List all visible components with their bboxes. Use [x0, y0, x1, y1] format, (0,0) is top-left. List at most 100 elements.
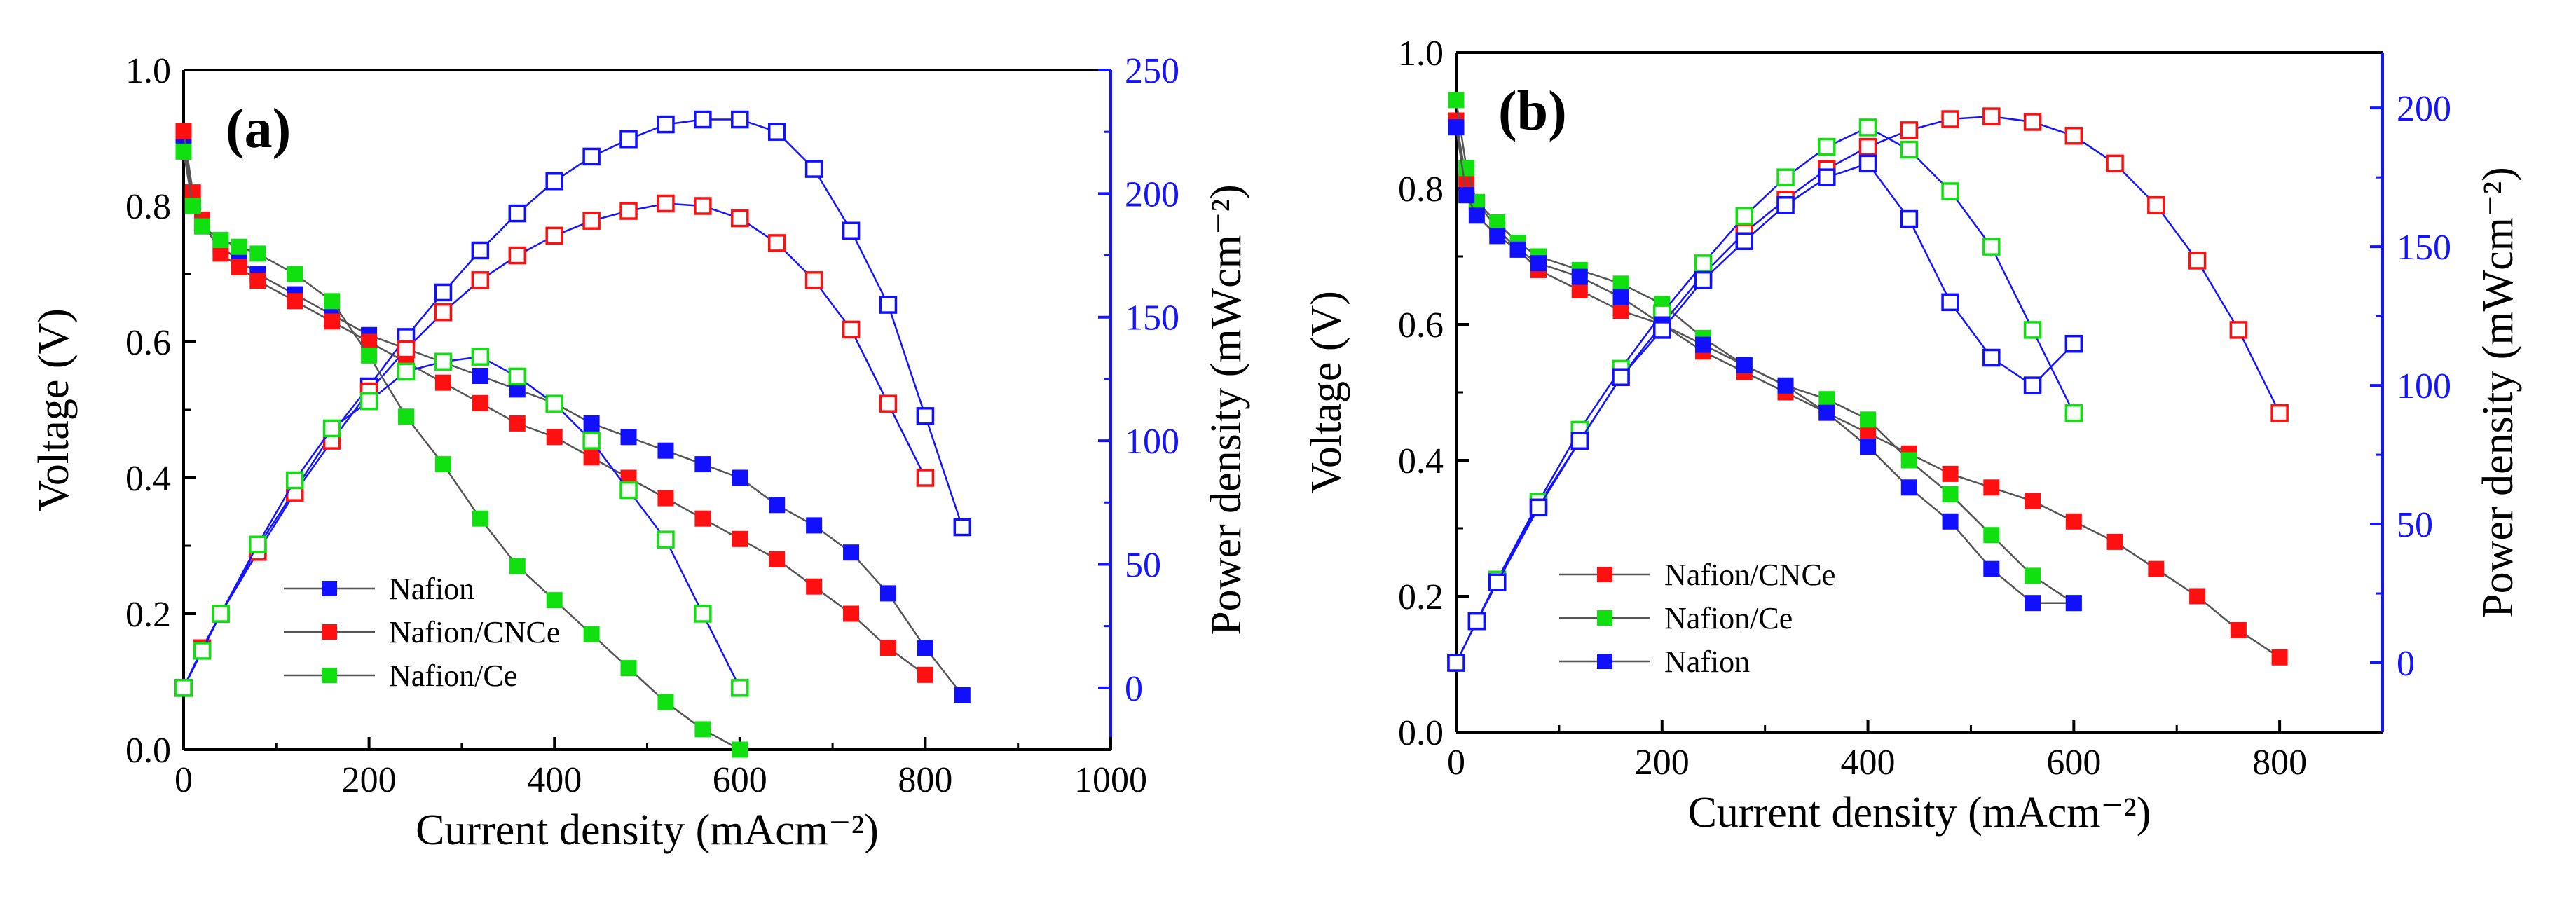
data-point-voltage [184, 184, 201, 201]
data-point-power [359, 392, 378, 411]
y-axis-label: Voltage (V) [1303, 291, 1350, 494]
data-point-power [1941, 182, 1959, 200]
data-point-power [619, 481, 638, 500]
series-line [1455, 99, 2074, 604]
data-point-voltage [917, 666, 933, 683]
legend-item: Nafion [284, 572, 474, 606]
data-point-power [953, 518, 972, 537]
series-nafion-voltage [1448, 119, 2082, 612]
data-point-power [657, 194, 675, 213]
data-point-power [1735, 232, 1754, 250]
data-point-voltage [694, 510, 711, 527]
data-point-voltage [657, 490, 674, 507]
x-axis-label: Current density (mAcm⁻²) [1688, 789, 2151, 837]
data-point-voltage [509, 558, 526, 574]
data-point-power [879, 296, 898, 314]
data-point-power [1776, 196, 1795, 214]
data-point-voltage [1983, 527, 2000, 544]
series-nafion-cnce-power [1447, 107, 2289, 672]
series-nafion-ce-power [174, 348, 749, 697]
data-point-voltage [2025, 567, 2041, 584]
data-point-voltage [1942, 486, 1959, 502]
data-point-voltage [546, 592, 563, 609]
data-point-power [193, 642, 212, 660]
data-point-power [322, 419, 341, 438]
data-point-voltage [1489, 214, 1506, 230]
data-point-voltage [879, 640, 896, 656]
data-point-voltage [1900, 479, 1917, 496]
data-point-voltage [2271, 649, 2288, 666]
data-point-voltage [954, 687, 971, 703]
data-point-voltage [2025, 595, 2041, 612]
data-point-voltage [231, 238, 247, 255]
data-point-power [508, 367, 527, 386]
data-point-voltage [732, 530, 748, 547]
legend-marker [322, 581, 337, 596]
x-tick-label: 400 [1841, 743, 1896, 783]
data-point-power [1900, 140, 1919, 159]
legend: Nafion/CNCe Nafion/Ce Nafion [1559, 558, 1835, 679]
data-point-voltage [2189, 588, 2206, 605]
data-point-power [1447, 654, 1465, 672]
data-point-power [731, 110, 749, 129]
data-point-voltage [249, 273, 266, 289]
data-point-power [1653, 321, 1671, 339]
data-point-power [2064, 334, 2083, 353]
data-point-power [434, 283, 453, 302]
data-point-power [619, 130, 638, 149]
series-nafion-cnce-voltage [1448, 112, 2288, 666]
y-tick-label: 0.8 [125, 187, 171, 227]
data-point-voltage [175, 123, 192, 139]
data-point-power [174, 679, 193, 697]
y2-tick-label: 100 [2397, 366, 2451, 406]
x-axis-label: Current density (mAcm⁻²) [416, 806, 879, 854]
data-point-voltage [1860, 439, 1877, 455]
data-point-voltage [1468, 207, 1485, 224]
data-point-voltage [1530, 255, 1547, 272]
data-point-voltage [769, 551, 786, 567]
data-point-voltage [472, 368, 488, 384]
data-point-voltage [2065, 513, 2082, 530]
data-point-voltage [2148, 560, 2165, 577]
data-point-voltage [324, 313, 341, 330]
data-point-power [1694, 254, 1713, 273]
legend-marker [322, 668, 337, 683]
y2-tick-label: 150 [2397, 228, 2451, 268]
data-point-power [508, 246, 527, 265]
data-point-power [397, 362, 416, 381]
data-point-power [1900, 121, 1919, 139]
data-point-power [694, 110, 712, 129]
data-point-voltage [620, 429, 637, 446]
data-point-voltage [1571, 268, 1588, 285]
data-point-voltage [1612, 289, 1629, 305]
data-point-voltage [1818, 391, 1835, 408]
data-point-voltage [769, 497, 786, 514]
y2-tick-label: 0 [1125, 669, 1143, 709]
y2-tick-label: 50 [2397, 505, 2433, 545]
x-tick-label: 0 [174, 760, 193, 800]
legend-item: Nafion/CNCe [1559, 558, 1835, 592]
data-point-power [471, 271, 490, 289]
x-tick-label: 800 [2252, 743, 2307, 783]
data-point-voltage [1448, 92, 1465, 109]
panel-label: (b) [1498, 81, 1567, 142]
data-point-voltage [1448, 119, 1465, 136]
x-tick-label: 200 [342, 760, 397, 800]
data-point-power [2023, 376, 2042, 394]
data-point-power [2064, 127, 2083, 145]
x-tick-label: 1000 [1074, 760, 1147, 800]
data-point-power [879, 394, 898, 413]
data-point-voltage [806, 517, 823, 534]
data-point-power [694, 605, 712, 623]
data-point-power [804, 160, 823, 178]
data-point-power [1982, 107, 2001, 125]
data-point-power [2270, 404, 2289, 422]
data-point-voltage [694, 721, 711, 738]
data-point-power [1858, 118, 1877, 137]
data-point-power [842, 221, 861, 240]
legend-item: Nafion [1559, 645, 1750, 679]
series-nafion-power [1447, 154, 2083, 672]
y-tick-label: 1.0 [1398, 34, 1444, 74]
legend-label: Nafion/Ce [1664, 601, 1793, 635]
